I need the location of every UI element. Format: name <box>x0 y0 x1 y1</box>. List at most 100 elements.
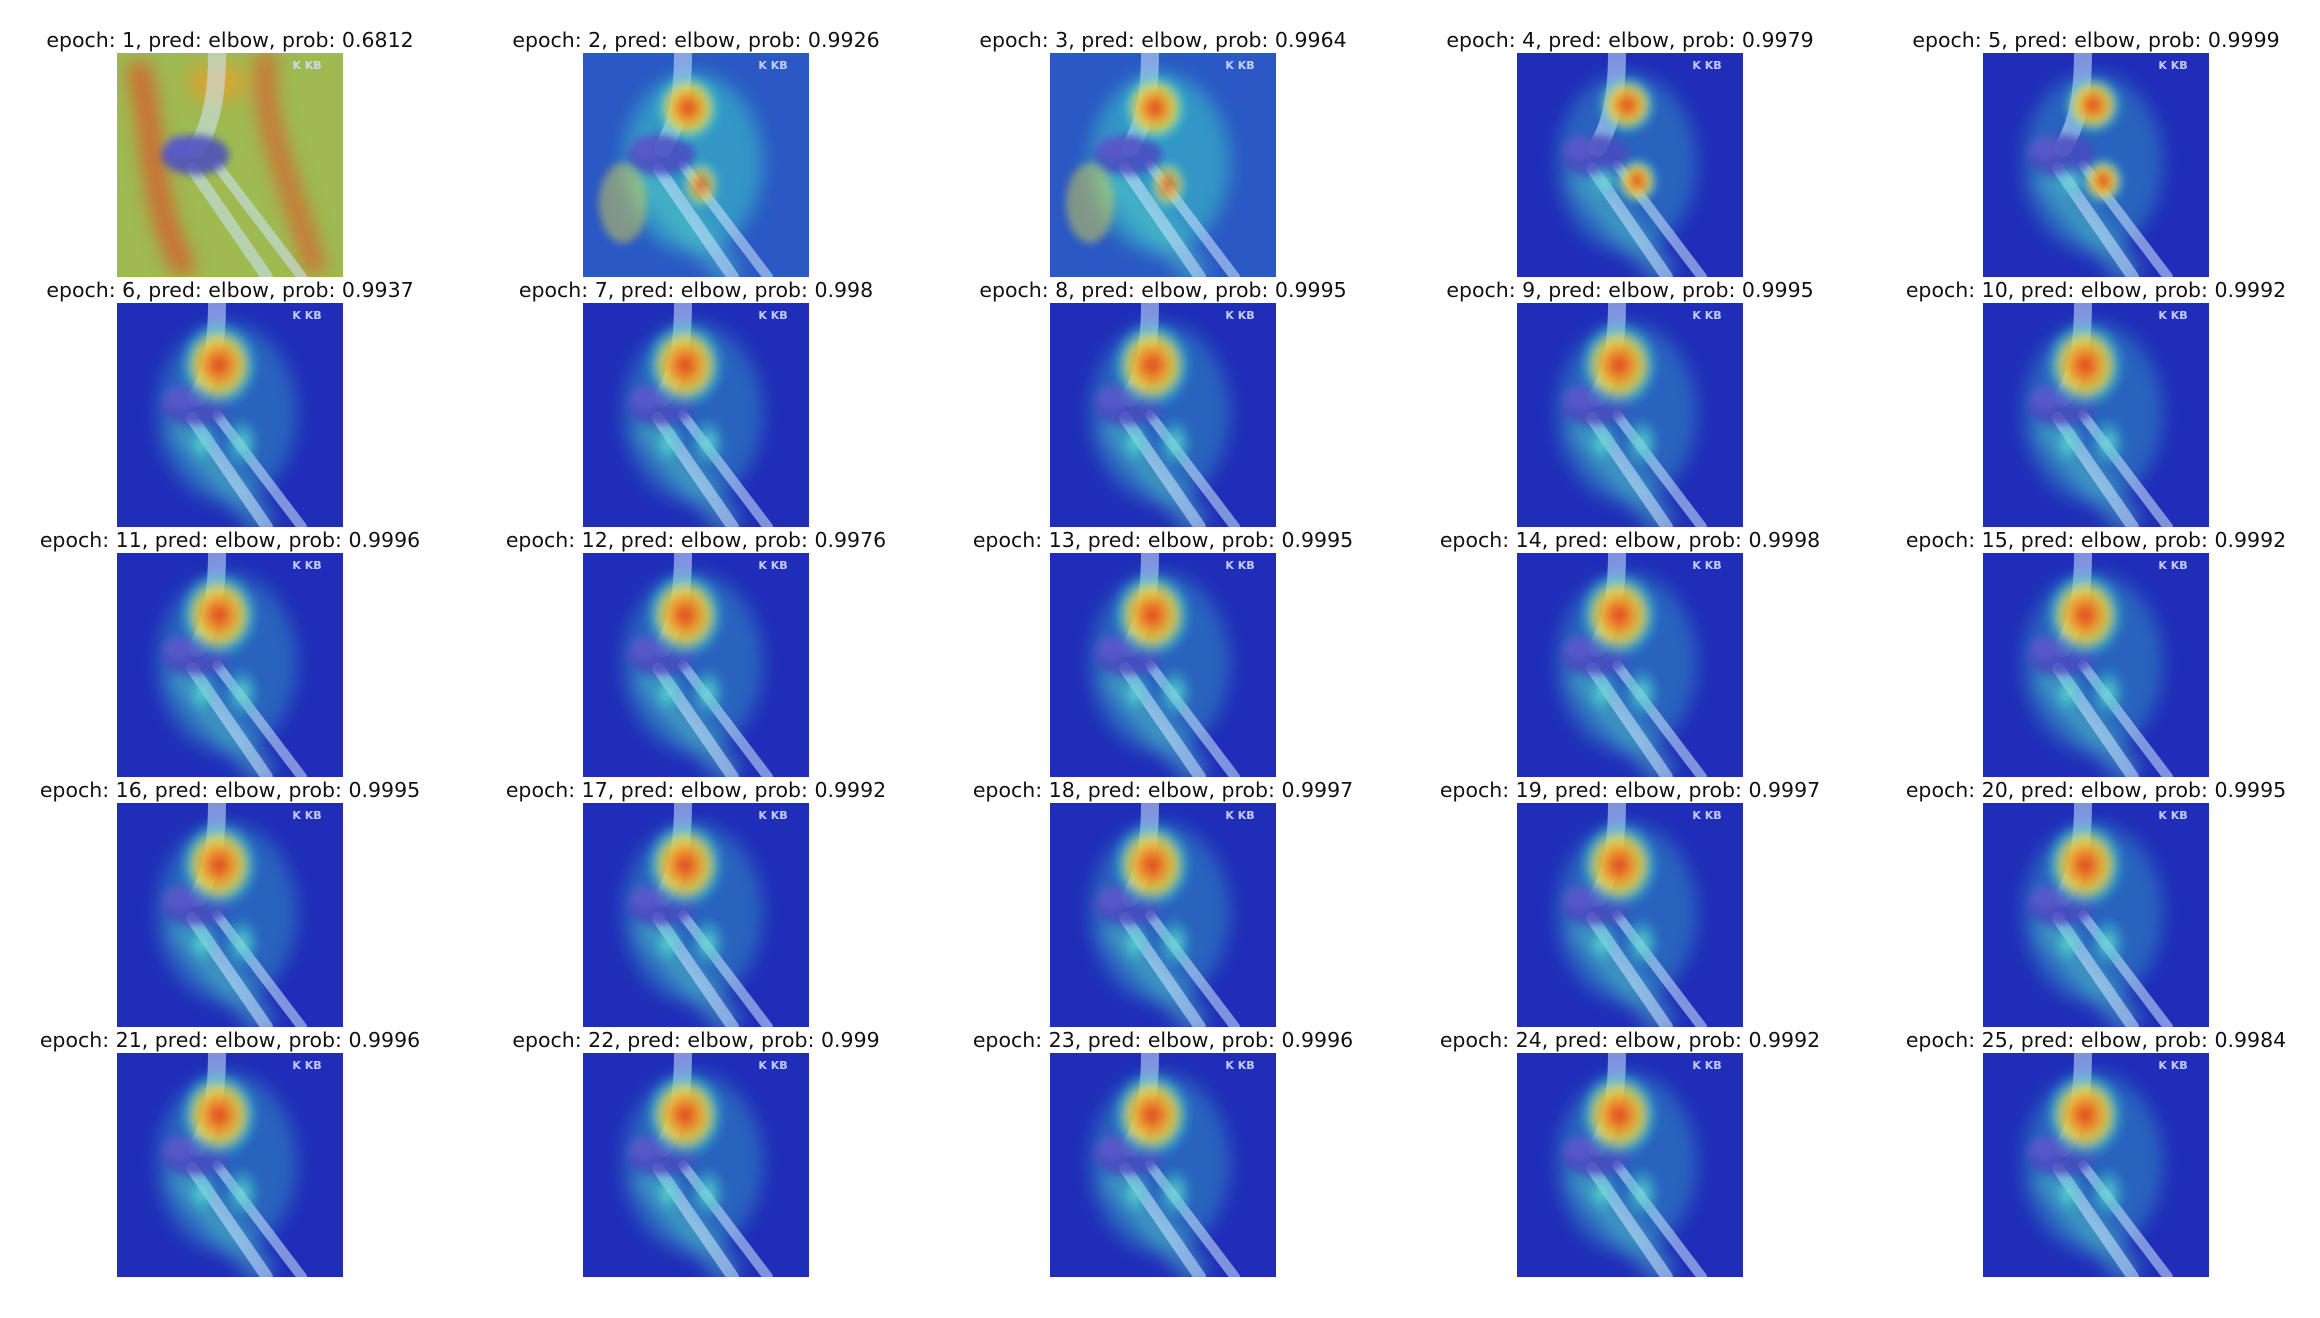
panel-title: epoch: 15, pred: elbow, prob: 0.9992 <box>1905 528 2287 552</box>
panel-title: epoch: 22, pred: elbow, prob: 0.999 <box>512 1028 880 1052</box>
epoch-panel: epoch: 18, pred: elbow, prob: 0.9997 K KB <box>943 775 1383 1027</box>
gradcam-heatmap-image: K KB <box>1050 1053 1276 1277</box>
epoch-panel: epoch: 10, pred: elbow, prob: 0.9992 K KB <box>1876 275 2316 527</box>
epoch-panel: epoch: 4, pred: elbow, prob: 0.9979 K KB <box>1410 25 1850 277</box>
gradcam-heatmap-image: K KB <box>1050 53 1276 277</box>
gradcam-heatmap-image: K KB <box>1517 303 1743 527</box>
panel-title: epoch: 21, pred: elbow, prob: 0.9996 <box>39 1028 421 1052</box>
watermark-logo: K KB <box>758 59 787 72</box>
gradcam-heatmap-image: K KB <box>583 1053 809 1277</box>
epoch-panel: epoch: 22, pred: elbow, prob: 0.999 K KB <box>476 1025 916 1277</box>
panel-title: epoch: 6, pred: elbow, prob: 0.9937 <box>46 278 414 302</box>
panel-title: epoch: 10, pred: elbow, prob: 0.9992 <box>1905 278 2287 302</box>
panel-title: epoch: 3, pred: elbow, prob: 0.9964 <box>979 28 1347 52</box>
gradcam-heatmap-image: K KB <box>1983 803 2209 1027</box>
panel-title: epoch: 18, pred: elbow, prob: 0.9997 <box>972 778 1354 802</box>
panel-title: epoch: 11, pred: elbow, prob: 0.9996 <box>39 528 421 552</box>
watermark-logo: K KB <box>1692 559 1721 572</box>
epoch-panel: epoch: 12, pred: elbow, prob: 0.9976 K KB <box>476 525 916 777</box>
panel-title: epoch: 20, pred: elbow, prob: 0.9995 <box>1905 778 2287 802</box>
gradcam-heatmap-image: K KB <box>117 803 343 1027</box>
epoch-panel: epoch: 7, pred: elbow, prob: 0.998 K KB <box>476 275 916 527</box>
watermark-logo: K KB <box>1692 59 1721 72</box>
gradcam-heatmap-image: K KB <box>117 553 343 777</box>
epoch-panel: epoch: 16, pred: elbow, prob: 0.9995 K KB <box>10 775 450 1027</box>
epoch-panel: epoch: 17, pred: elbow, prob: 0.9992 K KB <box>476 775 916 1027</box>
epoch-panel: epoch: 15, pred: elbow, prob: 0.9992 K KB <box>1876 525 2316 777</box>
watermark-logo: K KB <box>292 809 321 822</box>
epoch-panel: epoch: 23, pred: elbow, prob: 0.9996 K KB <box>943 1025 1383 1277</box>
epoch-panel: epoch: 14, pred: elbow, prob: 0.9998 K KB <box>1410 525 1850 777</box>
panel-title: epoch: 1, pred: elbow, prob: 0.6812 <box>46 28 414 52</box>
panel-title: epoch: 8, pred: elbow, prob: 0.9995 <box>979 278 1347 302</box>
panel-title: epoch: 9, pred: elbow, prob: 0.9995 <box>1446 278 1814 302</box>
gradcam-heatmap-image: K KB <box>583 803 809 1027</box>
panel-title: epoch: 4, pred: elbow, prob: 0.9979 <box>1446 28 1814 52</box>
epoch-panel: epoch: 8, pred: elbow, prob: 0.9995 K KB <box>943 275 1383 527</box>
gradcam-heatmap-image: K KB <box>1983 53 2209 277</box>
watermark-logo: K KB <box>1225 1059 1254 1072</box>
watermark-logo: K KB <box>2158 59 2187 72</box>
gradcam-heatmap-image: K KB <box>583 553 809 777</box>
gradcam-heatmap-image: K KB <box>117 1053 343 1277</box>
panel-title: epoch: 5, pred: elbow, prob: 0.9999 <box>1912 28 2280 52</box>
gradcam-heatmap-image: K KB <box>117 303 343 527</box>
gradcam-heatmap-image: K KB <box>1983 553 2209 777</box>
gradcam-heatmap-image: K KB <box>1983 303 2209 527</box>
watermark-logo: K KB <box>292 59 321 72</box>
panel-title: epoch: 24, pred: elbow, prob: 0.9992 <box>1439 1028 1821 1052</box>
epoch-panel: epoch: 3, pred: elbow, prob: 0.9964 K KB <box>943 25 1383 277</box>
epoch-panel: epoch: 2, pred: elbow, prob: 0.9926 K KB <box>476 25 916 277</box>
gradcam-heatmap-image: K KB <box>583 53 809 277</box>
watermark-logo: K KB <box>292 1059 321 1072</box>
panel-title: epoch: 14, pred: elbow, prob: 0.9998 <box>1439 528 1821 552</box>
epoch-panel: epoch: 24, pred: elbow, prob: 0.9992 K KB <box>1410 1025 1850 1277</box>
epoch-panel: epoch: 9, pred: elbow, prob: 0.9995 K KB <box>1410 275 1850 527</box>
epoch-panel: epoch: 1, pred: elbow, prob: 0.6812 K KB <box>10 25 450 277</box>
watermark-logo: K KB <box>1692 1059 1721 1072</box>
panel-title: epoch: 13, pred: elbow, prob: 0.9995 <box>972 528 1354 552</box>
watermark-logo: K KB <box>758 1059 787 1072</box>
watermark-logo: K KB <box>1692 809 1721 822</box>
watermark-logo: K KB <box>1225 309 1254 322</box>
watermark-logo: K KB <box>1225 559 1254 572</box>
epoch-panel: epoch: 25, pred: elbow, prob: 0.9984 K KB <box>1876 1025 2316 1277</box>
panel-title: epoch: 7, pred: elbow, prob: 0.998 <box>518 278 874 302</box>
panel-title: epoch: 25, pred: elbow, prob: 0.9984 <box>1905 1028 2287 1052</box>
watermark-logo: K KB <box>1692 309 1721 322</box>
epoch-panel: epoch: 13, pred: elbow, prob: 0.9995 K KB <box>943 525 1383 777</box>
gradcam-heatmap-image: K KB <box>117 53 343 277</box>
watermark-logo: K KB <box>292 309 321 322</box>
watermark-logo: K KB <box>758 809 787 822</box>
panel-title: epoch: 16, pred: elbow, prob: 0.9995 <box>39 778 421 802</box>
gradcam-heatmap-image: K KB <box>1517 553 1743 777</box>
epoch-panel: epoch: 5, pred: elbow, prob: 0.9999 K KB <box>1876 25 2316 277</box>
panel-title: epoch: 17, pred: elbow, prob: 0.9992 <box>505 778 887 802</box>
epoch-panel: epoch: 20, pred: elbow, prob: 0.9995 K KB <box>1876 775 2316 1027</box>
panel-title: epoch: 19, pred: elbow, prob: 0.9997 <box>1439 778 1821 802</box>
gradcam-heatmap-image: K KB <box>1517 803 1743 1027</box>
panel-title: epoch: 12, pred: elbow, prob: 0.9976 <box>505 528 887 552</box>
gradcam-heatmap-image: K KB <box>1050 303 1276 527</box>
gradcam-heatmap-image: K KB <box>1517 1053 1743 1277</box>
gradcam-heatmap-image: K KB <box>1983 1053 2209 1277</box>
gradcam-heatmap-image: K KB <box>583 303 809 527</box>
gradcam-heatmap-image: K KB <box>1050 803 1276 1027</box>
watermark-logo: K KB <box>1225 59 1254 72</box>
watermark-logo: K KB <box>2158 559 2187 572</box>
watermark-logo: K KB <box>758 309 787 322</box>
watermark-logo: K KB <box>758 559 787 572</box>
epoch-panel: epoch: 19, pred: elbow, prob: 0.9997 K KB <box>1410 775 1850 1027</box>
watermark-logo: K KB <box>2158 309 2187 322</box>
epoch-panel: epoch: 11, pred: elbow, prob: 0.9996 K KB <box>10 525 450 777</box>
watermark-logo: K KB <box>2158 809 2187 822</box>
panel-title: epoch: 23, pred: elbow, prob: 0.9996 <box>972 1028 1354 1052</box>
gradcam-heatmap-image: K KB <box>1517 53 1743 277</box>
gradcam-heatmap-image: K KB <box>1050 553 1276 777</box>
watermark-logo: K KB <box>292 559 321 572</box>
epoch-panel: epoch: 6, pred: elbow, prob: 0.9937 K KB <box>10 275 450 527</box>
panel-title: epoch: 2, pred: elbow, prob: 0.9926 <box>512 28 880 52</box>
watermark-logo: K KB <box>1225 809 1254 822</box>
watermark-logo: K KB <box>2158 1059 2187 1072</box>
